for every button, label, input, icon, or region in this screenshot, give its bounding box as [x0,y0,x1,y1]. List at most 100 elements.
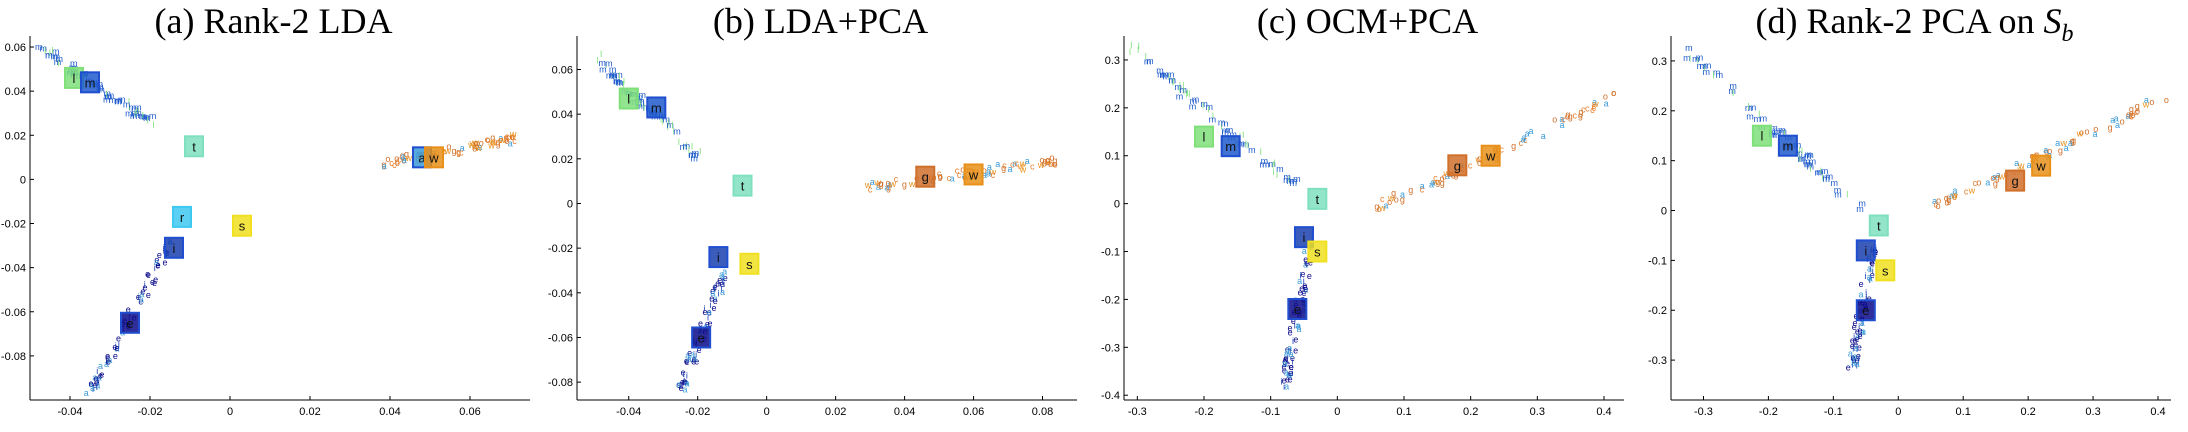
data-point: m [1770,125,1778,135]
data-point: e [163,258,168,268]
data-point: a [97,373,102,383]
data-point: o [960,165,965,175]
data-point: m [1795,149,1803,159]
data-point: g [2034,150,2039,160]
data-point: w [487,141,495,151]
data-point: o [2129,108,2134,118]
data-point: m [1162,71,1170,81]
centroid-box [1194,125,1214,148]
data-point: c [474,138,479,148]
data-point: m [1768,127,1776,137]
y-tick-label: 0 [567,198,573,210]
chart-title-sub: b [2061,21,2074,48]
data-point: e [1288,375,1293,385]
data-point: i [688,352,690,362]
data-point: e [1846,363,1851,373]
data-point: l [1288,174,1290,184]
data-point: a [713,293,718,303]
x-tick-label: -0.2 [1759,406,1778,418]
data-point: e [146,270,151,280]
data-point: c [506,132,511,142]
data-point: e [138,297,143,307]
data-point: m [105,92,113,102]
data-point: i [1292,368,1294,378]
data-point: i [1852,344,1854,354]
data-point: c [1377,204,1382,214]
data-point: e [707,307,712,317]
data-point: e [709,294,714,304]
x-tick-label: -0.3 [1128,406,1147,418]
data-point: m [615,70,623,80]
y-tick-label: -0.06 [548,332,573,344]
data-point: a [1296,321,1301,331]
data-point: m [130,111,138,121]
data-point: w [443,146,451,156]
centroid-label: m [651,100,662,115]
data-point: c [1045,155,1050,165]
data-point: o [1936,196,1941,206]
data-point: o [938,172,943,182]
data-point: e [1303,254,1308,264]
data-point: a [1521,134,1526,144]
data-point: o [446,141,451,151]
data-point: m [1856,204,1864,214]
data-point: m [1760,113,1768,123]
data-point: m [1685,43,1693,53]
data-point: a [1430,178,1435,188]
data-point: c [894,174,899,184]
data-point: c [947,173,952,183]
data-point: l [639,100,641,110]
data-point: i [92,384,94,394]
data-point: m [1189,102,1197,112]
data-point: a [887,180,892,190]
data-point: e [692,355,697,365]
data-point: l [1689,53,1691,63]
data-point: o [1477,158,1482,168]
data-point: e [1293,334,1298,344]
data-point: e [679,383,684,393]
data-point: a [870,177,875,187]
data-point: e [1850,341,1855,351]
data-point: g [504,132,509,142]
data-point: o [1439,173,1444,183]
data-point: e [1859,279,1864,289]
data-point: l [1846,189,1848,199]
data-point: a [2144,95,2149,105]
data-point: e [1291,316,1296,326]
data-point: m [1816,167,1824,177]
centroid-label: e [1294,302,1301,317]
data-point: e [1869,257,1874,267]
data-point: a [1996,170,2001,180]
x-tick-label: 0 [764,406,770,418]
data-point: a [1284,381,1289,391]
centroid-box [1868,214,1889,237]
data-point: m [1242,139,1250,149]
data-point: m [1176,91,1184,101]
chart-title: (b) LDA+PCA [712,1,929,41]
data-point: m [1716,70,1724,80]
data-point: o [1936,201,1941,211]
data-point: a [1302,246,1307,256]
data-point: a [2110,115,2115,125]
data-point: m [114,96,122,106]
data-point: m [690,154,698,164]
data-point: l [1208,104,1210,114]
x-tick-label: -0.1 [1824,406,1843,418]
data-point: g [1578,110,1583,120]
x-tick-label: 0 [1334,406,1340,418]
centroid-label: w [2035,159,2046,174]
centroid-box [2005,169,2026,192]
data-point: o [2135,106,2140,116]
data-point: i [718,279,720,289]
data-point: c [2129,111,2134,121]
data-point: e [157,250,162,260]
data-point: a [2092,129,2097,139]
data-point: e [1304,258,1309,268]
data-point: g [2108,122,2113,132]
data-point: c [1010,159,1015,169]
data-point: a [2064,143,2069,153]
data-point: g [381,160,386,170]
data-point: l [612,71,614,81]
data-point: i [1281,376,1283,386]
data-point: m [125,109,133,119]
